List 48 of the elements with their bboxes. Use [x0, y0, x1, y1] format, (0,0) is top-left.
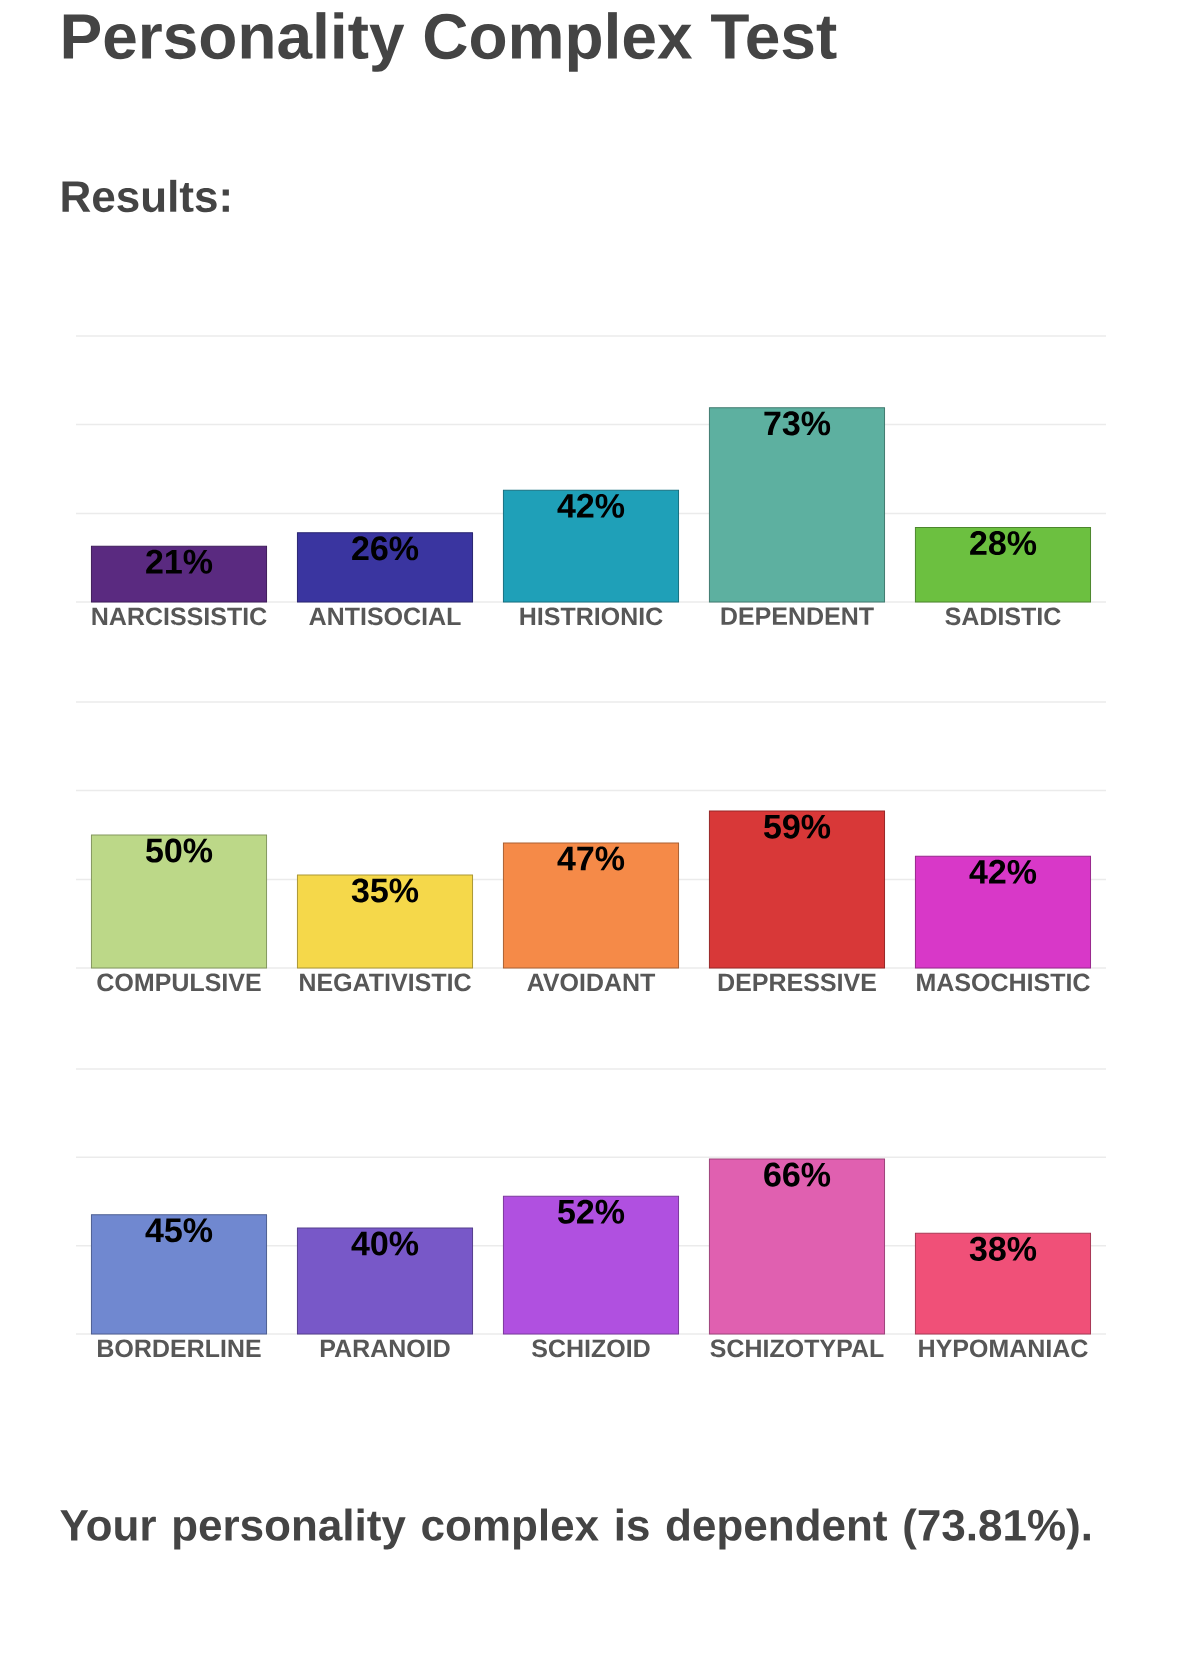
x-tick-label: PARANOID: [320, 1339, 450, 1358]
x-tick-label: SCHIZOID: [531, 1339, 650, 1358]
x-tick-label: BORDERLINE: [98, 1339, 261, 1358]
data-label: 45%: [145, 1218, 213, 1243]
data-label: 42%: [969, 859, 1037, 884]
x-tick-label: AVOIDANT: [527, 973, 656, 992]
x-tick-label: SCHIZOTYPAL: [710, 1339, 884, 1358]
bar: [708, 810, 886, 969]
data-label: 59%: [764, 814, 831, 839]
x-tick-label: COMPULSIVE: [97, 973, 261, 992]
bar: [90, 1214, 268, 1335]
bar: [90, 834, 268, 969]
data-label: 28%: [970, 531, 1037, 556]
data-label: 35%: [351, 878, 419, 903]
bar: [502, 489, 680, 603]
x-tick-label: MASOCHISTIC: [917, 973, 1090, 992]
data-label: 47%: [557, 846, 625, 871]
bar: [708, 407, 886, 603]
bar: [914, 1232, 1092, 1335]
bar: [502, 842, 680, 969]
data-label: 42%: [557, 493, 625, 518]
bar: [296, 532, 474, 603]
data-label: 21%: [146, 549, 213, 574]
chart-subtitle: Results:: [62, 179, 229, 213]
x-tick-label: NARCISSISTIC: [92, 607, 267, 626]
bar: [708, 1158, 886, 1335]
bar: [296, 1227, 474, 1335]
bar: [90, 545, 268, 603]
x-tick-label: DEPENDENT: [721, 607, 874, 625]
data-label: 50%: [146, 838, 213, 863]
chart-title: Personality Complex Test: [63, 12, 837, 72]
data-label: 40%: [351, 1231, 419, 1256]
bar: [914, 855, 1092, 969]
data-label: 26%: [352, 536, 419, 561]
text: Your personality complex is dependent (73.81%).: [60, 1508, 1090, 1550]
x-tick-label: HISTRIONIC: [520, 607, 663, 626]
data-label: 52%: [558, 1199, 625, 1224]
bar: [914, 527, 1092, 603]
x-tick-label: SADISTIC: [945, 607, 1061, 626]
data-label: 38%: [969, 1236, 1037, 1261]
x-tick-label: ANTISOCIAL: [309, 607, 461, 626]
bar: [502, 1195, 680, 1335]
data-label: 73%: [764, 411, 831, 436]
x-tick-label: HYPOMANIAC: [919, 1339, 1088, 1358]
bar: [296, 874, 474, 969]
data-label: 66%: [764, 1162, 831, 1187]
x-tick-label: DEPRESSIVE: [718, 973, 876, 992]
x-tick-label: NEGATIVISTIC: [300, 973, 471, 992]
